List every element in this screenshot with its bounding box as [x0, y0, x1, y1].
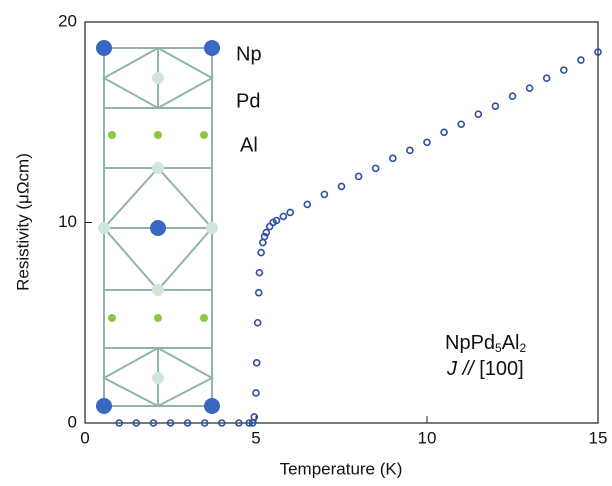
- data-point: [406, 146, 414, 155]
- data-point: [371, 164, 380, 173]
- y-tick-label: 10: [58, 212, 77, 231]
- data-point: [250, 413, 259, 421]
- direction-part: J: [446, 358, 458, 380]
- data-point: [260, 232, 269, 241]
- data-point: [594, 48, 602, 56]
- data-point: [132, 419, 141, 427]
- x-tick-label: 0: [80, 428, 89, 447]
- x-axis-label: Temperature (K): [280, 459, 403, 478]
- data-point: [252, 359, 261, 367]
- atom-label: Np: [236, 43, 262, 65]
- data-point: [218, 419, 226, 427]
- data-point: [257, 248, 265, 257]
- x-tick-label: 5: [251, 428, 260, 447]
- data-point: [440, 128, 448, 137]
- y-axis-label: Resistivity (μΩcm): [13, 153, 32, 291]
- data-point: [166, 419, 175, 427]
- x-tick-label: 15: [589, 428, 608, 447]
- data-point: [262, 228, 271, 237]
- data-point: [235, 419, 243, 427]
- atom-label: Pd: [236, 90, 260, 112]
- compound-label: NpPd5Al2: [445, 332, 527, 355]
- data-point: [388, 154, 397, 163]
- data-point: [253, 318, 262, 327]
- data-point: [115, 419, 123, 427]
- direction-label: J // [100]: [446, 358, 524, 380]
- data-point: [245, 419, 253, 427]
- data-point: [183, 419, 192, 427]
- data-point: [286, 208, 295, 217]
- data-point: [474, 110, 483, 119]
- data-point: [252, 389, 260, 397]
- data-point: [354, 172, 363, 181]
- data-point: [254, 288, 263, 297]
- data-point: [320, 190, 329, 199]
- crystal-atoms: [96, 40, 220, 414]
- data-point: [542, 74, 551, 82]
- data-point: [423, 138, 431, 147]
- data-point: [259, 238, 267, 247]
- data-point: [491, 102, 500, 111]
- data-point: [457, 120, 466, 129]
- data-point: [525, 84, 534, 92]
- data-point: [272, 216, 281, 225]
- data-point: [279, 212, 288, 221]
- direction-part: [100]: [479, 358, 523, 380]
- data-point: [200, 419, 209, 427]
- compound-part: NpPd: [445, 332, 495, 354]
- data-point: [149, 419, 158, 427]
- x-tick-label: 10: [418, 428, 437, 447]
- direction-part: //: [461, 358, 477, 380]
- data-point: [508, 92, 517, 100]
- data-point: [255, 268, 264, 277]
- data-point: [303, 200, 312, 209]
- y-tick-label: 20: [58, 11, 77, 30]
- compound-sub: 5: [495, 341, 502, 355]
- compound-sub: 2: [520, 341, 527, 355]
- data-point: [337, 182, 346, 191]
- y-tick-label: 0: [68, 412, 77, 431]
- atom-label: Al: [240, 134, 258, 156]
- data-point: [577, 56, 585, 64]
- compound-part: Al: [502, 332, 520, 354]
- data-point: [559, 66, 568, 74]
